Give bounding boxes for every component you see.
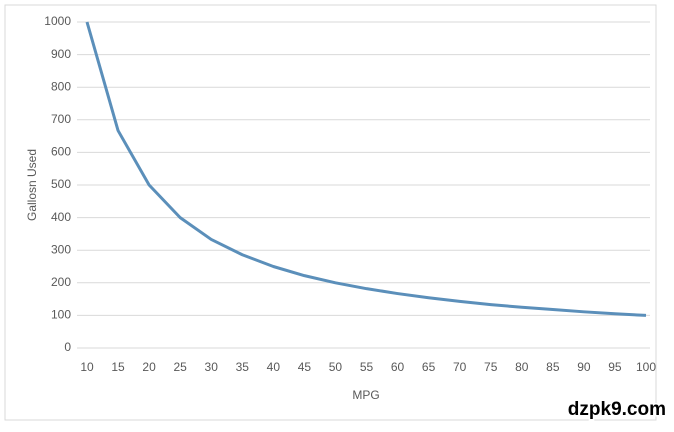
x-tick-label: 30 [205, 360, 219, 374]
y-tick-label: 0 [64, 340, 71, 354]
x-tick-label: 95 [608, 360, 622, 374]
x-tick-label: 50 [329, 360, 343, 374]
y-tick-label: 700 [51, 112, 71, 126]
x-tick-label: 90 [577, 360, 591, 374]
x-axis-label: MPG [352, 388, 379, 402]
x-tick-label: 15 [111, 360, 125, 374]
x-tick-label: 10 [80, 360, 94, 374]
chart-frame [4, 4, 657, 421]
x-tick-label: 20 [142, 360, 156, 374]
y-tick-label: 900 [51, 47, 71, 61]
y-tick-label: 800 [51, 79, 71, 93]
y-tick-label: 600 [51, 145, 71, 159]
x-tick-label: 40 [267, 360, 281, 374]
x-tick-label: 55 [360, 360, 374, 374]
data-line [85, 21, 647, 317]
watermark: dzpk9.com [568, 399, 666, 420]
y-tick-label: 300 [51, 242, 71, 256]
y-tick-label: 200 [51, 275, 71, 289]
x-tick-label: 100 [636, 360, 656, 374]
x-tick-label: 25 [173, 360, 187, 374]
x-tick-label: 35 [236, 360, 250, 374]
x-tick-label: 60 [391, 360, 405, 374]
x-tick-label: 85 [546, 360, 560, 374]
y-axis-label: Gallosn Used [25, 149, 39, 221]
x-tick-label: 70 [453, 360, 467, 374]
x-tick-label: 75 [484, 360, 498, 374]
x-tick-label: 45 [298, 360, 312, 374]
x-tick-label: 65 [422, 360, 436, 374]
y-tick-label: 1000 [44, 14, 71, 28]
y-tick-label: 100 [51, 308, 71, 322]
y-tick-label: 400 [51, 210, 71, 224]
x-tick-label: 80 [515, 360, 529, 374]
y-tick-label: 500 [51, 177, 71, 191]
